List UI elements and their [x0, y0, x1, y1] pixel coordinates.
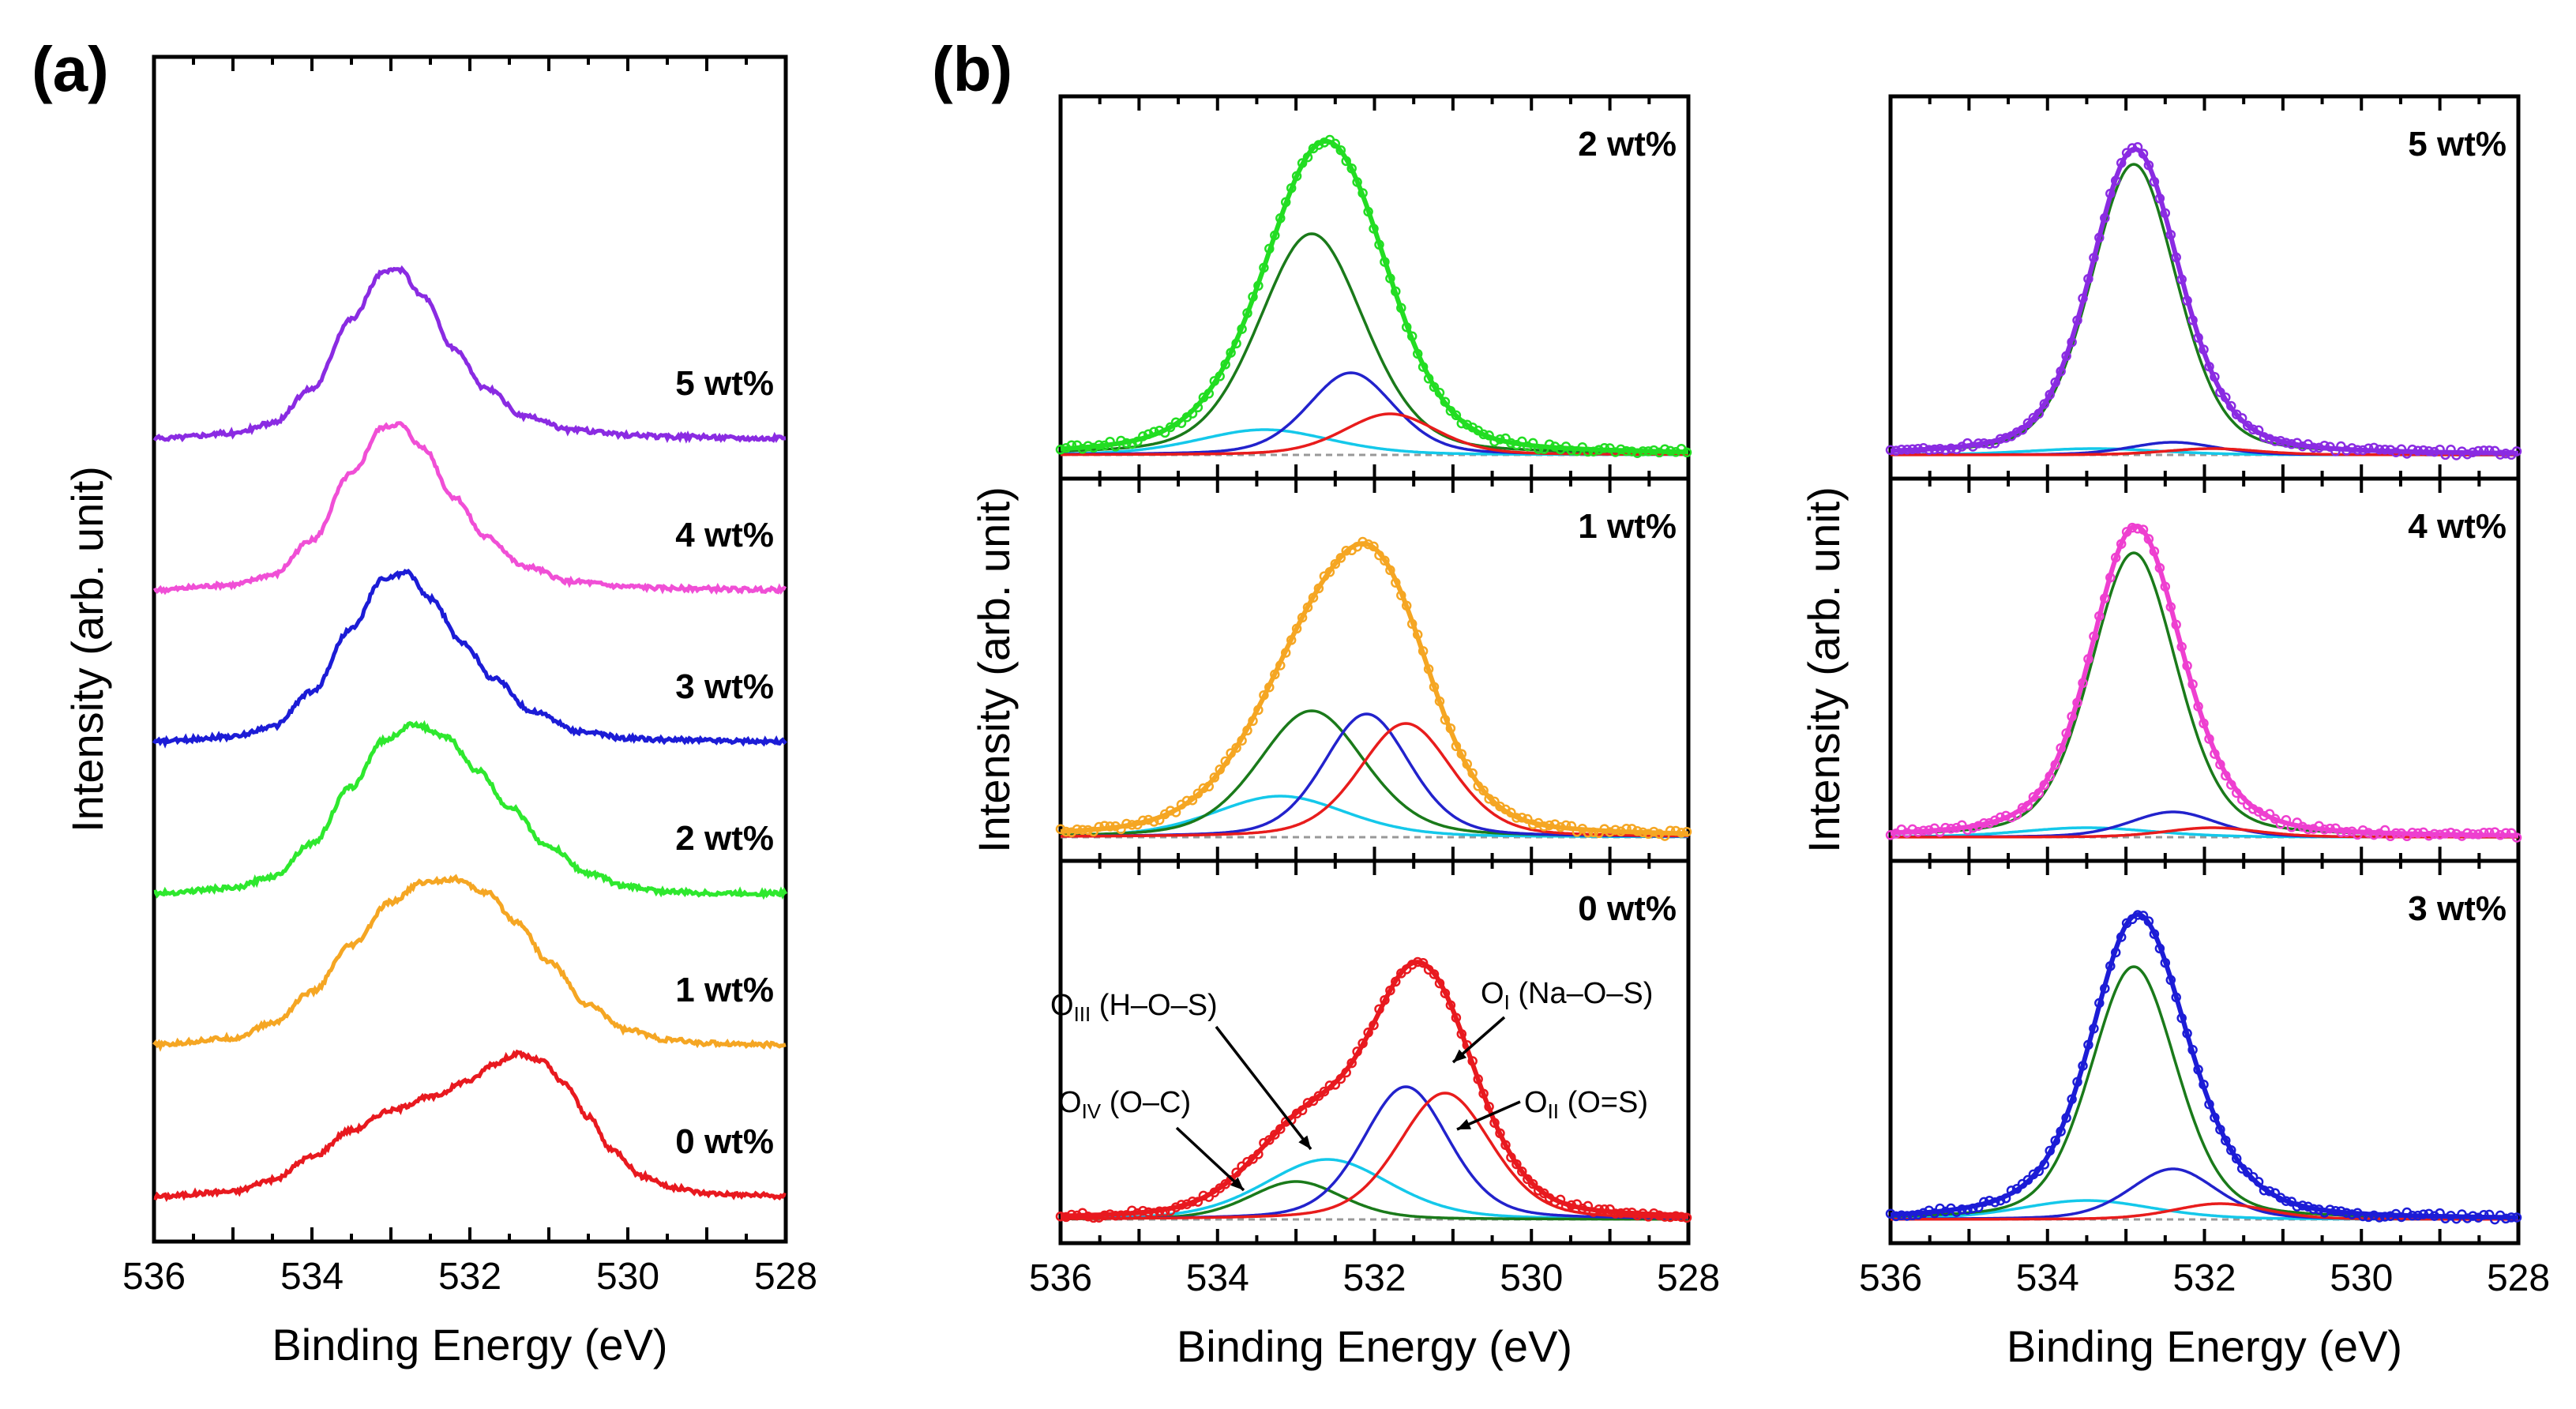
component-curve: [1891, 447, 2518, 457]
panel-b-xtick-label: 528: [1657, 1257, 1720, 1299]
annotation-arrow-head: [1453, 1049, 1467, 1062]
subplot-label: 3 wt%: [2408, 889, 2507, 928]
panel-b-xtick-label: 534: [2016, 1257, 2079, 1299]
series-line-2wt: [153, 720, 788, 900]
annotation-subscript: III: [1074, 1002, 1091, 1026]
annotation-main: O: [1481, 977, 1504, 1010]
series-label: 3 wt%: [675, 667, 774, 706]
data-point: [1264, 1135, 1275, 1145]
panel-b-xtick-label: 530: [2330, 1257, 2393, 1299]
annotation-o2: OII (O=S): [1524, 1086, 1648, 1123]
envelope-fit: [1890, 146, 2518, 456]
series-label: 1 wt%: [675, 971, 774, 1009]
data-point: [1451, 410, 1462, 421]
annotation-text: (O–C): [1101, 1086, 1191, 1119]
panel-b-xtick-label: 528: [2487, 1257, 2550, 1299]
envelope-fit: [1060, 138, 1688, 455]
annotation-main: O: [1050, 989, 1074, 1022]
panel-a-xtick-label: 536: [122, 1256, 186, 1298]
annotation-arrow-line: [1215, 1025, 1312, 1151]
envelope-fit: [1060, 960, 1689, 1219]
series-label: 5 wt%: [675, 364, 774, 403]
annotation-main: O: [1058, 1086, 1082, 1119]
series-line-0wt: [153, 1049, 787, 1202]
subplot-label: 5 wt%: [2408, 125, 2507, 163]
panel-a-xtick-label: 534: [280, 1256, 344, 1298]
subplot-label: 4 wt%: [2408, 507, 2507, 546]
panel-a: 0 wt% 1 wt% 2 wt% 3 wt% 4 wt% 5 wt% 536 534 532 5…: [62, 54, 817, 1370]
series-line-3wt: [152, 568, 787, 749]
annotation-text: (H–O–S): [1091, 989, 1217, 1022]
envelope-fit: [1891, 524, 2518, 838]
annotation-subscript: IV: [1082, 1099, 1102, 1123]
annotation-subscript: II: [1548, 1099, 1559, 1123]
subplot-label: 1 wt%: [1578, 507, 1677, 546]
panel-b-xtick-label: 534: [1186, 1257, 1249, 1299]
annotation-arrow-head: [1298, 1135, 1311, 1149]
panel-b-ylabel: Intensity (arb. unit): [1799, 487, 1849, 853]
envelope-fit: [1060, 541, 1688, 836]
component-curve: [1060, 232, 1688, 455]
panel-a-xtick-label: 532: [438, 1256, 501, 1298]
panel-b-xtick-label: 532: [1342, 1257, 1406, 1299]
annotation-subscript: I: [1504, 990, 1510, 1014]
panel-b-right-column: 5 wt% 4 wt% 3 wt% 536 534 532 530 528 Binding En…: [1799, 94, 2550, 1371]
annotation-text: (Na–O–S): [1510, 977, 1654, 1010]
series-label: 2 wt%: [675, 819, 774, 858]
series-label: 0 wt%: [675, 1122, 774, 1161]
panel-b-xtick-label: 536: [1859, 1257, 1922, 1299]
annotation-o3: OIII (H–O–S): [1050, 989, 1218, 1026]
subplot-label: 2 wt%: [1578, 125, 1677, 163]
panel-b-ylabel: Intensity (arb. unit): [969, 487, 1019, 853]
panel-a-xtick-label: 528: [754, 1256, 817, 1298]
data-point: [1527, 1178, 1538, 1189]
panel-b-xlabel: Binding Energy (eV): [2007, 1321, 2402, 1371]
annotation-main: O: [1524, 1086, 1548, 1119]
component-curve: [1061, 371, 1688, 457]
panel-a-ylabel: Intensity (arb. unit): [62, 466, 112, 832]
panel-b-xlabel: Binding Energy (eV): [1177, 1321, 1572, 1371]
panel-a-xlabel: Binding Energy (eV): [272, 1320, 667, 1370]
series-line-1wt: [152, 874, 787, 1052]
annotation-arrow-head: [1230, 1177, 1244, 1190]
subplot-label: 0 wt%: [1578, 889, 1677, 928]
series-line-5wt: [152, 265, 787, 444]
peak-annotations: OIII (H–O–S)OIV (O–C)OI (Na–O–S)OII (O=S…: [1050, 977, 1653, 1192]
annotation-arrow-head: [1457, 1118, 1471, 1129]
panel-a-xtick-label: 530: [596, 1256, 659, 1298]
series-label: 4 wt%: [675, 516, 774, 554]
annotation-arrow-line: [1175, 1126, 1245, 1192]
envelope-fit: [1890, 911, 2518, 1220]
annotation-text: (O=S): [1559, 1086, 1648, 1119]
panel-b-xtick-label: 530: [1500, 1257, 1563, 1299]
annotation-o4: OIV (O–C): [1058, 1086, 1191, 1123]
series-line-4wt: [152, 421, 787, 596]
panel-b-left-column: 2 wt% 1 wt% 0 wt% 536 534 532 530 528 Binding En…: [969, 94, 1720, 1371]
panel-b-xtick-label: 536: [1029, 1257, 1092, 1299]
panel-b-xtick-label: 532: [2172, 1257, 2236, 1299]
panel-a-label: (a): [32, 34, 109, 104]
panel-b-label: (b): [932, 34, 1012, 104]
annotation-o1: OI (Na–O–S): [1481, 977, 1653, 1014]
component-curve: [1890, 163, 2518, 455]
component-curve: [1890, 551, 2518, 837]
